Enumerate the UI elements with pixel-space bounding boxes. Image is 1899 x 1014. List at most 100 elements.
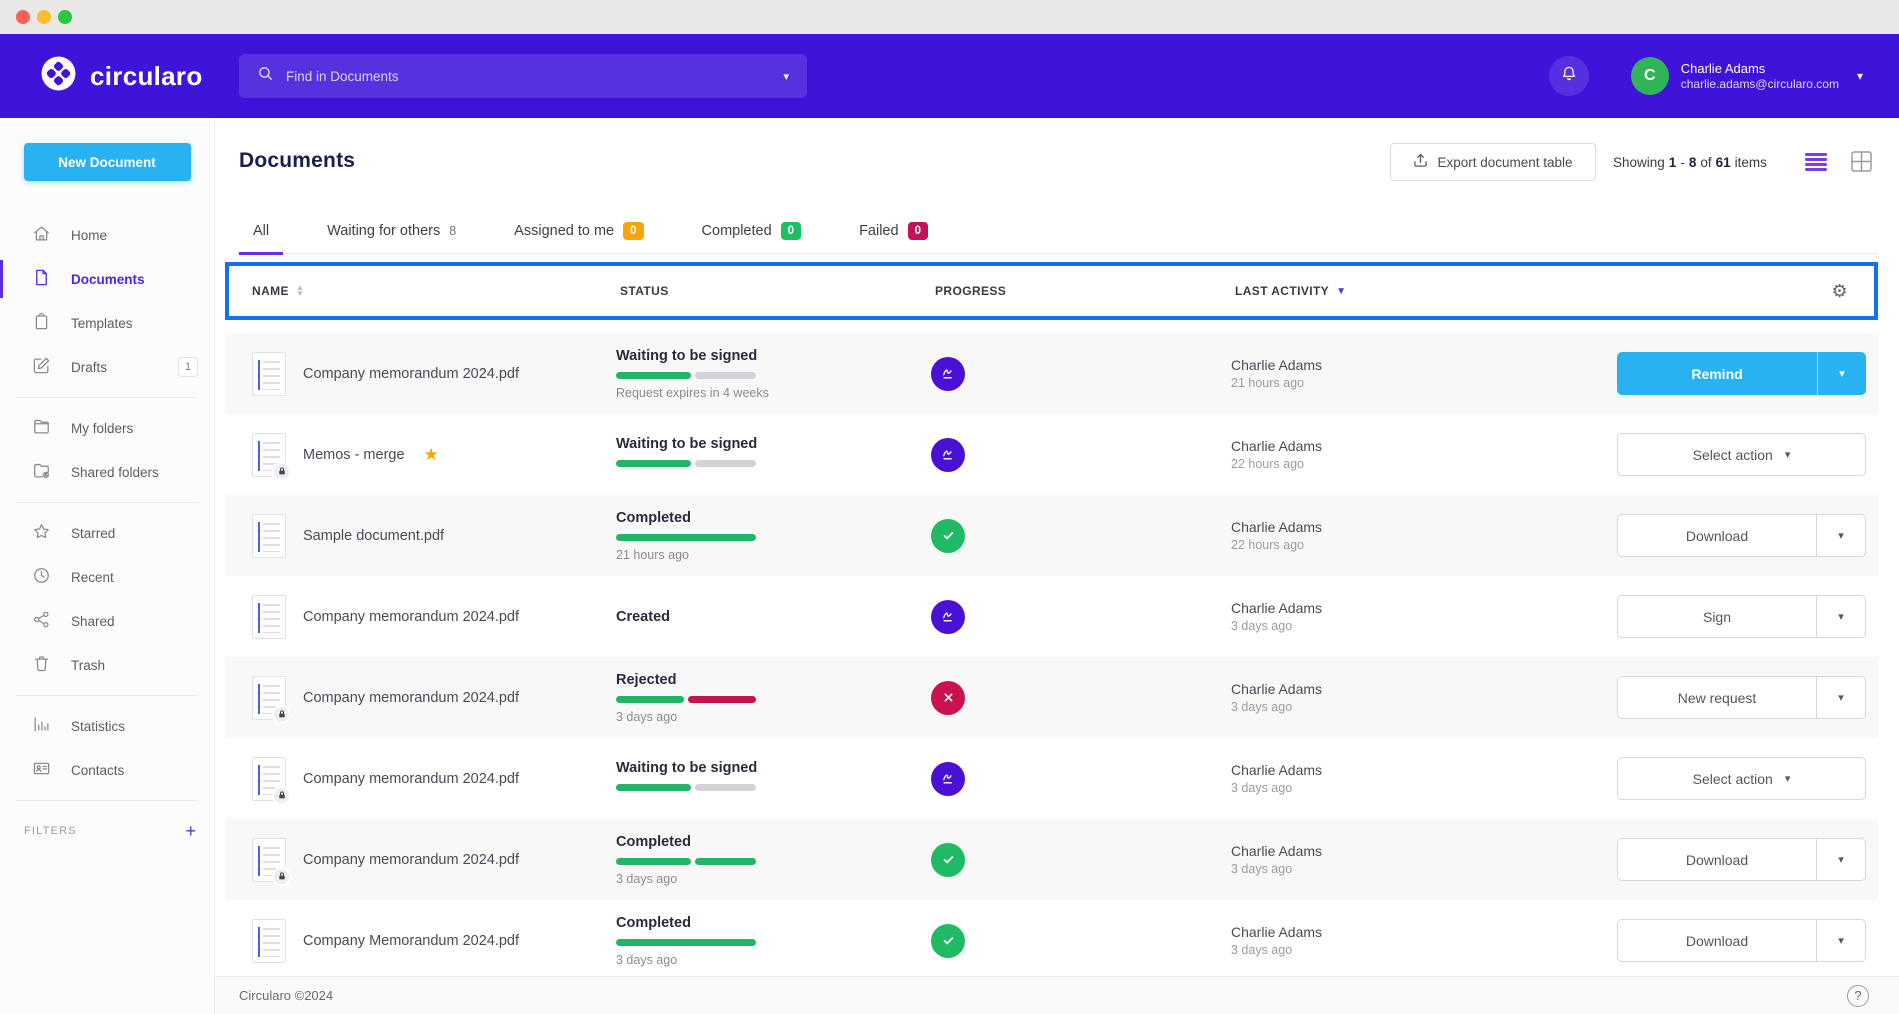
row-action-dropdown-caret[interactable]: ▾ <box>1816 677 1865 718</box>
table-row[interactable]: Company memorandum 2024.pdfWaiting to be… <box>225 738 1878 819</box>
sidebar-item-label: Recent <box>71 570 114 585</box>
activity-time: 3 days ago <box>1231 781 1292 795</box>
row-action-button[interactable]: Select action ▾ <box>1618 758 1865 799</box>
new-document-button[interactable]: New Document <box>24 143 191 181</box>
search-bar[interactable]: ▾ <box>239 54 807 98</box>
document-name[interactable]: Company memorandum 2024.pdf <box>303 366 519 382</box>
row-action-dropdown-caret[interactable]: ▾ <box>1817 352 1866 395</box>
page-title: Documents <box>239 149 355 173</box>
grid-view-icon[interactable] <box>1851 151 1872 177</box>
document-name[interactable]: Company memorandum 2024.pdf <box>303 690 519 706</box>
tab-assigned-to-me[interactable]: Assigned to me0 <box>500 209 657 254</box>
folder-icon <box>32 417 51 439</box>
row-action-dropdown-caret[interactable]: ▾ <box>1816 596 1865 637</box>
status-text: Rejected <box>616 672 676 688</box>
home-icon <box>32 224 51 246</box>
row-action-button[interactable]: Download <box>1618 920 1816 961</box>
document-name[interactable]: Company memorandum 2024.pdf <box>303 771 519 787</box>
sidebar-item-label: Shared <box>71 614 115 629</box>
column-header-name[interactable]: NAME ▲▼ <box>229 284 620 298</box>
table-row[interactable]: Company memorandum 2024.pdfCreatedCharli… <box>225 576 1878 657</box>
sidebar-item-trash[interactable]: Trash <box>0 643 214 687</box>
sidebar-divider <box>16 800 198 801</box>
list-view-icon[interactable] <box>1805 153 1827 176</box>
status-text: Completed <box>616 834 691 850</box>
row-action-button[interactable]: Remind <box>1617 352 1817 395</box>
document-name[interactable]: Sample document.pdf <box>303 528 444 544</box>
row-action-button[interactable]: Select action ▾ <box>1618 434 1865 475</box>
sidebar-item-statistics[interactable]: Statistics <box>0 704 214 748</box>
star-icon <box>32 522 51 544</box>
avatar[interactable]: C <box>1631 57 1669 95</box>
sidebar-item-documents[interactable]: Documents <box>0 257 214 301</box>
starred-icon[interactable]: ★ <box>424 445 439 465</box>
bell-icon <box>1559 64 1579 89</box>
tab-failed[interactable]: Failed0 <box>845 209 942 254</box>
row-action-button[interactable]: Download <box>1618 515 1816 556</box>
search-scope-caret-icon[interactable]: ▾ <box>783 70 789 83</box>
status-subtext: Request expires in 4 weeks <box>616 386 769 400</box>
sidebar-item-my-folders[interactable]: My folders <box>0 406 214 450</box>
sidebar-item-templates[interactable]: Templates <box>0 301 214 345</box>
document-name[interactable]: Company Memorandum 2024.pdf <box>303 933 519 949</box>
status-text: Created <box>616 609 670 625</box>
sidebar-item-contacts[interactable]: Contacts <box>0 748 214 792</box>
window-minimize-button[interactable] <box>37 10 51 24</box>
activity-time: 22 hours ago <box>1231 538 1304 552</box>
tab-completed[interactable]: Completed0 <box>688 209 816 254</box>
table-row[interactable]: Company memorandum 2024.pdfRejected3 day… <box>225 657 1878 738</box>
tab-count-badge: 0 <box>908 222 928 240</box>
row-action-button[interactable]: Sign <box>1618 596 1816 637</box>
user-menu-caret-icon[interactable]: ▾ <box>1857 69 1863 83</box>
activity-time: 21 hours ago <box>1231 376 1304 390</box>
row-action-button[interactable]: Download <box>1618 839 1816 880</box>
sort-icon[interactable]: ▲▼ <box>296 285 304 297</box>
table-row[interactable]: Company Memorandum 2024.pdfCompleted3 da… <box>225 900 1878 976</box>
sidebar-item-home[interactable]: Home <box>0 213 214 257</box>
column-settings-gear-icon[interactable]: ⚙ <box>1831 281 1848 302</box>
document-name[interactable]: Company memorandum 2024.pdf <box>303 852 519 868</box>
user-info[interactable]: Charlie Adams charlie.adams@circularo.co… <box>1681 60 1839 92</box>
sidebar-item-drafts[interactable]: Drafts 1 <box>0 345 214 389</box>
row-action-button[interactable]: New request <box>1618 677 1816 718</box>
column-header-status[interactable]: STATUS <box>620 284 935 298</box>
table-row[interactable]: Company memorandum 2024.pdfCompleted3 da… <box>225 819 1878 900</box>
row-action-dropdown-caret[interactable]: ▾ <box>1816 515 1865 556</box>
tab-waiting-for-others[interactable]: Waiting for others8 <box>313 209 470 254</box>
lock-icon <box>272 705 291 724</box>
user-name: Charlie Adams <box>1681 60 1839 77</box>
sidebar-item-starred[interactable]: Starred <box>0 511 214 555</box>
brand[interactable]: circularo <box>40 34 203 118</box>
row-action-dropdown-caret[interactable]: ▾ <box>1816 920 1865 961</box>
sidebar-item-shared-folders[interactable]: Shared folders <box>0 450 214 494</box>
table-row[interactable]: Sample document.pdfCompleted21 hours ago… <box>225 495 1878 576</box>
sidebar-nav: Home Documents Templates Drafts 1 My fol… <box>0 213 214 853</box>
sidebar-item-label: Statistics <box>71 719 125 734</box>
column-header-last-activity[interactable]: LAST ACTIVITY ▼ <box>1235 284 1619 298</box>
sidebar-item-label: Starred <box>71 526 115 541</box>
search-input[interactable] <box>286 69 771 84</box>
activity-user: Charlie Adams <box>1231 357 1322 373</box>
status-text: Waiting to be signed <box>616 348 757 364</box>
tab-all[interactable]: All <box>239 209 283 254</box>
activity-user: Charlie Adams <box>1231 519 1322 535</box>
sidebar-item-shared[interactable]: Shared <box>0 599 214 643</box>
column-header-progress[interactable]: PROGRESS <box>935 284 1235 298</box>
document-name[interactable]: Memos - merge <box>303 447 405 463</box>
sidebar-divider <box>16 502 198 503</box>
export-document-table-button[interactable]: Export document table <box>1390 143 1596 181</box>
add-filter-button[interactable]: + <box>185 821 196 842</box>
row-action-dropdown-caret[interactable]: ▾ <box>1816 839 1865 880</box>
table-row[interactable]: Company memorandum 2024.pdf Waiting to be… <box>225 333 1878 414</box>
lock-icon <box>272 786 291 805</box>
window-close-button[interactable] <box>16 10 30 24</box>
sidebar-item-recent[interactable]: Recent <box>0 555 214 599</box>
tab-count-badge: 0 <box>623 222 643 240</box>
activity-user: Charlie Adams <box>1231 681 1322 697</box>
document-name[interactable]: Company memorandum 2024.pdf <box>303 609 519 625</box>
notifications-button[interactable] <box>1549 56 1589 96</box>
status-progress-bar <box>616 696 756 703</box>
help-button[interactable]: ? <box>1847 985 1869 1007</box>
table-row[interactable]: Memos - merge★Waiting to be signedCharli… <box>225 414 1878 495</box>
window-zoom-button[interactable] <box>58 10 72 24</box>
